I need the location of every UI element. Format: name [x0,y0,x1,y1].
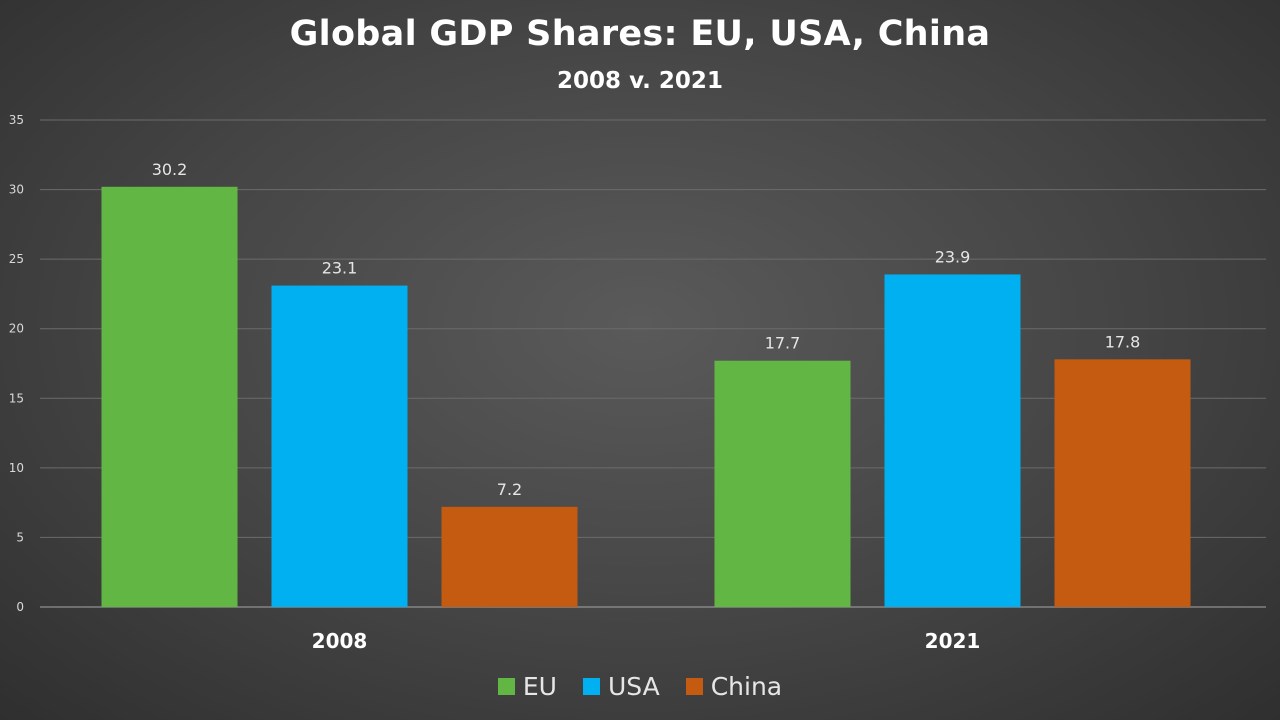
data-label: 23.1 [322,259,358,278]
bar-eu-2008 [101,186,238,607]
legend-label-usa: USA [607,672,660,701]
legend-label-china: China [710,672,783,701]
bar-eu-2021 [714,360,851,607]
y-tick-label: 10 [9,461,24,475]
legend-item-eu: EU [497,672,557,701]
chart-title: Global GDP Shares: EU, USA, China [289,14,991,54]
y-tick-label: 20 [9,322,24,336]
chart-subtitle: 2008 v. 2021 [557,68,723,94]
y-tick-label: 15 [9,391,24,405]
bar-usa-2021 [884,274,1021,607]
data-label: 30.2 [152,160,188,179]
legend-label-eu: EU [522,672,557,701]
legend-item-china: China [685,672,783,701]
data-label: 23.9 [935,247,971,266]
bar-china-2021 [1054,359,1191,607]
bar-china-2008 [441,506,578,607]
legend: EU USA China [0,672,1280,701]
data-label: 7.2 [497,480,522,499]
y-tick-label: 5 [16,530,24,544]
y-tick-label: 0 [16,600,24,614]
legend-swatch-usa [582,678,600,695]
data-label: 17.7 [765,334,801,353]
data-label: 17.8 [1105,332,1141,351]
bar-usa-2008 [271,285,408,607]
legend-item-usa: USA [582,672,660,701]
x-category-label: 2008 [312,629,368,653]
legend-swatch-eu [497,678,515,695]
x-category-label: 2021 [925,629,981,653]
y-tick-label: 30 [9,183,24,197]
legend-swatch-china [685,678,703,695]
y-tick-label: 25 [9,252,24,266]
y-tick-label: 35 [9,113,24,127]
